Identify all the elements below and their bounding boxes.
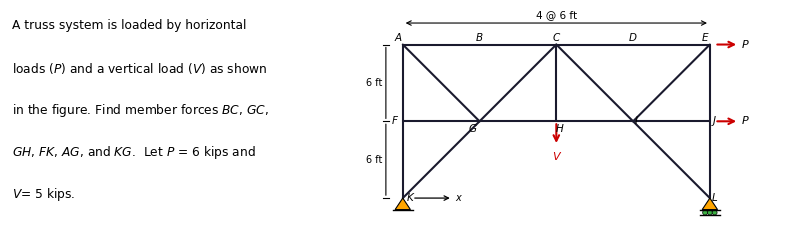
- Text: H: H: [556, 124, 564, 134]
- Text: C: C: [553, 33, 560, 43]
- Text: K: K: [406, 193, 413, 203]
- Text: 4 @ 6 ft: 4 @ 6 ft: [536, 10, 577, 20]
- Text: loads ($P$) and a vertical load ($V$) as shown: loads ($P$) and a vertical load ($V$) as…: [12, 61, 267, 76]
- Text: D: D: [629, 33, 637, 43]
- Text: 6 ft: 6 ft: [365, 78, 382, 88]
- Text: A truss system is loaded by horizontal: A truss system is loaded by horizontal: [12, 19, 246, 32]
- Text: V: V: [553, 152, 560, 162]
- Text: x: x: [455, 193, 461, 203]
- Text: B: B: [476, 33, 483, 43]
- Circle shape: [703, 210, 707, 215]
- Text: F: F: [392, 116, 398, 126]
- Text: $GH$, $FK$, $AG$, and $KG$.  Let $P$ = 6 kips and: $GH$, $FK$, $AG$, and $KG$. Let $P$ = 6 …: [12, 144, 255, 161]
- Text: A: A: [395, 33, 402, 43]
- Text: G: G: [468, 124, 476, 134]
- Text: J: J: [712, 116, 715, 126]
- Polygon shape: [395, 198, 410, 210]
- Text: in the figure. Find member forces $BC$, $GC$,: in the figure. Find member forces $BC$, …: [12, 102, 269, 119]
- Text: I: I: [634, 116, 637, 126]
- Text: P: P: [742, 40, 749, 50]
- Text: L: L: [711, 193, 718, 203]
- Circle shape: [712, 210, 717, 215]
- Circle shape: [707, 210, 712, 215]
- Polygon shape: [702, 198, 718, 210]
- Text: $V$= 5 kips.: $V$= 5 kips.: [12, 186, 75, 203]
- Text: P: P: [742, 116, 749, 126]
- Text: E: E: [701, 33, 707, 43]
- Text: 6 ft: 6 ft: [365, 155, 382, 165]
